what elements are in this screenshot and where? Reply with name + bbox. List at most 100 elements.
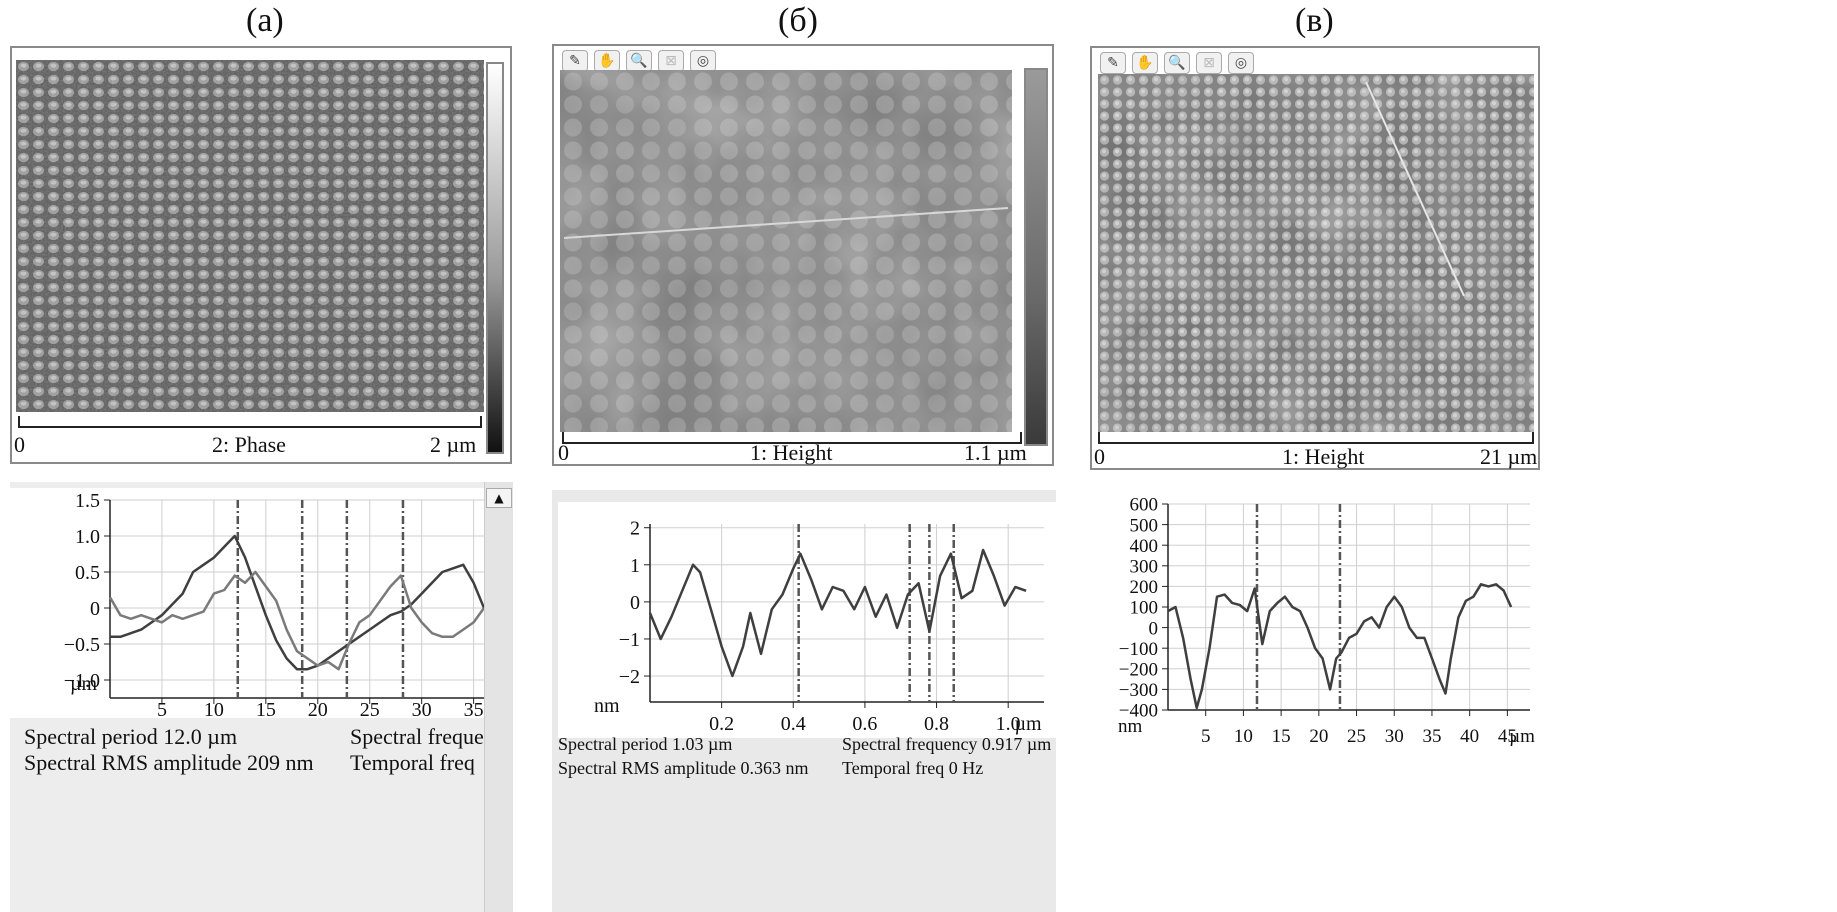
scale-end: 2 µm <box>430 432 477 457</box>
y-tick-label: 0.5 <box>75 562 100 584</box>
hand-icon[interactable]: ✋ <box>594 50 620 72</box>
x-tick-label: 25 <box>360 699 380 718</box>
y-tick-label: 100 <box>1130 598 1159 619</box>
spectral-period: Spectral period 1.03 µm <box>558 734 733 754</box>
zoom-icon[interactable]: 🔍 <box>1164 52 1190 74</box>
crop-icon[interactable]: ⊠ <box>1196 52 1222 74</box>
scale-end: 21 µm <box>1480 444 1538 469</box>
scale-bar <box>562 432 1022 444</box>
y-tick-label: −0.5 <box>64 634 100 656</box>
spectral-rms-amplitude: Spectral RMS amplitude 209 nm <box>24 750 314 775</box>
profile-line-series <box>108 570 484 671</box>
y-axis-label: nm <box>594 695 620 717</box>
colorbar-phase <box>486 62 504 454</box>
image-title: 2: Phase <box>212 432 286 457</box>
x-tick-label: 30 <box>1385 726 1404 747</box>
spectral-frequency: Spectral freque <box>350 724 484 749</box>
x-tick-label: 10 <box>1234 726 1253 747</box>
y-tick-label: 2 <box>630 518 640 540</box>
image-toolbar: ✎ ✋ 🔍 ⊠ ◎ <box>1100 52 1254 74</box>
image-title: 1: Height <box>750 440 833 465</box>
panel-label-b: (б) <box>778 2 818 39</box>
scale-end: 1.1 µm <box>964 440 1027 465</box>
profile-chart-a: 5 10 15 20 25 30 35 −1.0 −0.5 0 0.5 1.0 1.5 µm <box>10 488 484 718</box>
x-tick-label: 5 <box>1201 726 1211 747</box>
scale-start: 0 <box>558 440 569 465</box>
y-tick-label: −1.0 <box>64 670 100 692</box>
y-tick-label: 600 <box>1130 495 1159 516</box>
settings-icon[interactable]: ◎ <box>690 50 716 72</box>
afm-window-a: 0 2: Phase 2 µm <box>10 46 512 464</box>
profile-line[interactable] <box>563 207 1009 239</box>
x-tick-label: 25 <box>1347 726 1366 747</box>
profile-line[interactable] <box>1365 81 1465 297</box>
afm-window-b: ✎ ✋ 🔍 ⊠ ◎ 0 1: Height 1.1 µm <box>552 44 1054 466</box>
spectral-rms-amplitude: Spectral RMS amplitude 0.363 nm <box>558 758 809 778</box>
x-tick-label: 0.4 <box>781 713 806 735</box>
profile-panel-a: ▲ 5 10 15 20 25 30 35 −1.0 −0.5 0 0.5 1.0 1.5 µm Spec… <box>10 482 513 912</box>
spectral-frequency: Spectral frequency 0.917 µm <box>842 734 1052 754</box>
draw-icon[interactable]: ✎ <box>562 50 588 72</box>
afm-image-height-b[interactable] <box>560 70 1012 432</box>
x-tick-label: 5 <box>157 699 167 718</box>
image-toolbar: ✎ ✋ 🔍 ⊠ ◎ <box>562 50 716 72</box>
y-tick-label: 0 <box>630 592 640 614</box>
x-tick-label: 0.6 <box>852 713 877 735</box>
afm-image-phase[interactable] <box>16 60 484 412</box>
y-tick-label: 400 <box>1130 536 1159 557</box>
settings-icon[interactable]: ◎ <box>1228 52 1254 74</box>
panel-label-a: (а) <box>246 2 284 39</box>
scale-start: 0 <box>14 432 25 457</box>
hand-icon[interactable]: ✋ <box>1132 52 1158 74</box>
x-tick-label: 0.8 <box>924 713 949 735</box>
x-tick-label: 45 <box>1498 726 1517 747</box>
zoom-icon[interactable]: 🔍 <box>626 50 652 72</box>
scale-bar <box>18 416 482 428</box>
x-tick-label: 10 <box>204 699 224 718</box>
y-tick-label: −2 <box>619 666 640 688</box>
x-tick-label: 0.2 <box>709 713 734 735</box>
y-tick-label: 300 <box>1130 556 1159 577</box>
y-tick-label: 200 <box>1130 577 1159 598</box>
profile-line-series <box>648 548 1027 678</box>
x-tick-label: 15 <box>256 699 276 718</box>
temporal-frequency: Temporal freq 0 Hz <box>842 758 984 778</box>
draw-icon[interactable]: ✎ <box>1100 52 1126 74</box>
x-tick-label: 20 <box>308 699 328 718</box>
profile-line-series <box>1167 583 1513 710</box>
y-tick-label: 500 <box>1130 515 1159 536</box>
scrollbar[interactable] <box>484 482 513 912</box>
y-axis-label: µm <box>70 673 98 695</box>
y-tick-label: 0 <box>90 598 100 620</box>
y-tick-label: 1 <box>630 555 640 577</box>
y-tick-label: −200 <box>1119 659 1158 680</box>
temporal-frequency: Temporal freq <box>350 750 475 775</box>
y-tick-label: 1.5 <box>75 490 100 512</box>
image-title: 1: Height <box>1282 444 1365 469</box>
spectral-period: Spectral period 12.0 µm <box>24 724 238 749</box>
scale-bar <box>1098 432 1534 444</box>
profile-panel-b: 0.2 0.4 0.6 0.8 1.0 −2 −1 0 1 2 nm µm Spectral peri… <box>552 490 1056 912</box>
crop-icon[interactable]: ⊠ <box>658 50 684 72</box>
scroll-up-button[interactable]: ▲ <box>486 488 512 508</box>
y-tick-label: 0 <box>1149 618 1159 639</box>
panel-label-v: (в) <box>1295 2 1334 39</box>
y-tick-label: −100 <box>1119 639 1158 660</box>
x-tick-label: 40 <box>1460 726 1479 747</box>
y-axis-label: nm <box>1118 716 1143 737</box>
x-axis-label: µm <box>1509 726 1535 747</box>
x-axis-label: µm <box>1014 713 1042 735</box>
profile-chart-b: 0.2 0.4 0.6 0.8 1.0 −2 −1 0 1 2 nm µm <box>558 502 1056 738</box>
x-tick-label: 35 <box>464 699 484 718</box>
afm-image-height-v[interactable] <box>1098 74 1534 432</box>
y-tick-label: −300 <box>1119 680 1158 701</box>
x-tick-label: 20 <box>1309 726 1328 747</box>
afm-window-v: ✎ ✋ 🔍 ⊠ ◎ 0 1: Height 21 µm <box>1090 46 1540 470</box>
x-tick-label: 30 <box>412 699 432 718</box>
y-tick-label: 1.0 <box>75 526 100 548</box>
x-tick-label: 35 <box>1422 726 1441 747</box>
x-tick-label: 15 <box>1272 726 1291 747</box>
y-tick-label: −1 <box>619 629 640 651</box>
y-tick-label: −400 <box>1119 701 1158 722</box>
profile-line-series <box>110 534 484 671</box>
